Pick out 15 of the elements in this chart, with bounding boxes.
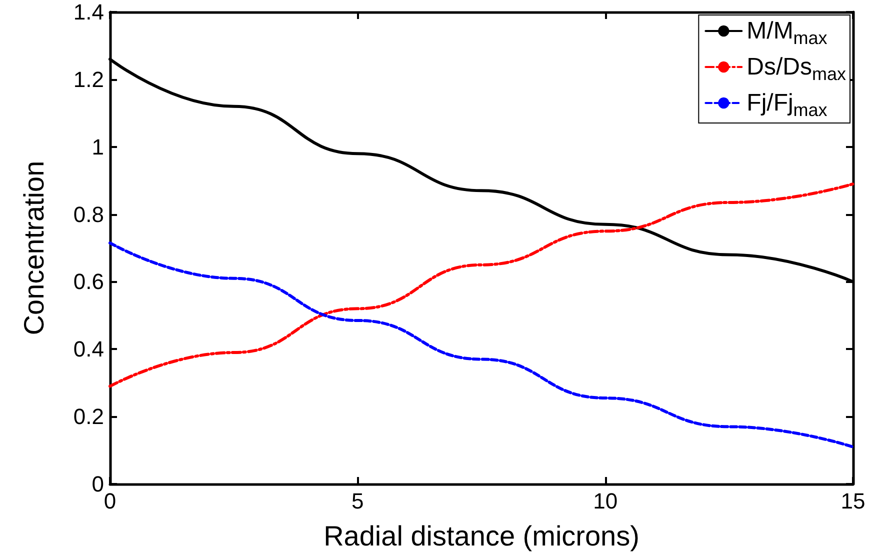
y-tick-label: 0.4 (73, 336, 104, 362)
y-axis-title: Concentration (18, 160, 50, 336)
y-tick-label: 0.8 (73, 202, 104, 227)
y-tick-label: 0.6 (73, 269, 104, 294)
x-tick-label: 15 (840, 488, 866, 514)
x-tick-label: 10 (593, 488, 618, 514)
y-tick-label: 0 (92, 472, 104, 496)
x-axis-title: Radial distance (microns) (324, 520, 640, 552)
line-series (108, 182, 854, 388)
y-tick-label: 1.4 (73, 0, 104, 24)
line-series (108, 241, 854, 448)
x-tick-label: 5 (352, 488, 364, 514)
y-tick-label: 0.2 (73, 404, 104, 430)
y-tick-label: 1.2 (73, 66, 104, 92)
y-tick-label: 1 (92, 134, 104, 160)
